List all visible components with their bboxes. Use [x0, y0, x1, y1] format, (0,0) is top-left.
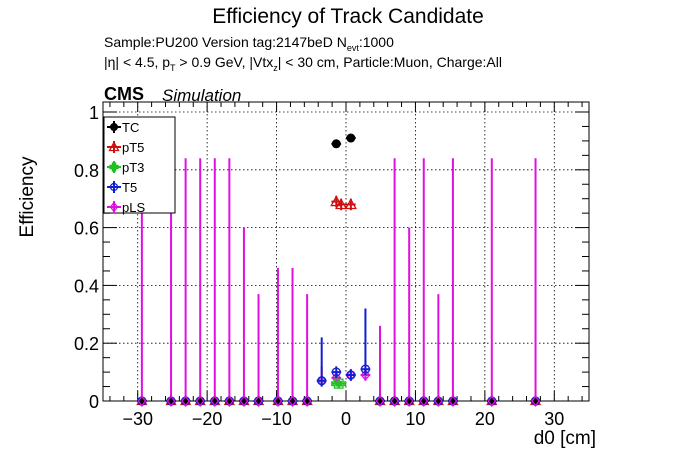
- legend-tc-label: TC: [122, 120, 139, 135]
- y-tick-label: 1: [89, 103, 99, 123]
- sample-info-subscript: evt: [346, 42, 359, 53]
- legend-pls-label: pLS: [122, 200, 145, 215]
- y-tick-label: 0.6: [74, 219, 99, 239]
- tc-point: [346, 133, 356, 143]
- x-tick-label: −20: [192, 409, 223, 429]
- zero-bin-pls-point: [210, 395, 220, 407]
- y-tick-label: 0.8: [74, 161, 99, 181]
- sample-info-count: :1000: [358, 34, 394, 50]
- zero-bin-pls-point: [195, 395, 205, 407]
- data-marks: [136, 133, 542, 408]
- t5-point: [346, 370, 356, 380]
- experiment-label: CMS: [104, 84, 144, 104]
- zero-bin-pls-point: [419, 395, 429, 407]
- x-tick-label: 30: [544, 409, 564, 429]
- zero-bin-pls-point: [531, 395, 540, 407]
- zero-bin-pls-point: [487, 395, 497, 407]
- zero-bin-pls-point: [273, 395, 283, 407]
- zero-bin-pls-point: [166, 395, 176, 407]
- x-tick-label: −30: [122, 409, 153, 429]
- zero-bin-pls-point: [254, 395, 263, 407]
- legend-pt5-label: pT5: [122, 140, 144, 155]
- x-tick-label: 20: [475, 409, 495, 429]
- cuts-subscript-t: T: [170, 62, 176, 73]
- t5-point: [360, 364, 371, 374]
- cuts-text-b: > 0.9 GeV, |Vtx: [175, 54, 274, 70]
- cuts-text-a: |η| < 4.5, p: [104, 54, 171, 70]
- pt5-point: [330, 195, 343, 207]
- tc-point: [331, 139, 341, 149]
- grid-lines: [103, 102, 589, 401]
- pt3-point: [335, 378, 347, 389]
- legend-t5-label: T5: [122, 180, 137, 195]
- zero-bin-pls-point: [239, 395, 249, 407]
- pt5-point: [344, 198, 357, 210]
- zero-bin-pls-point: [181, 395, 190, 407]
- cuts-subscript-z: z: [273, 62, 278, 73]
- selection-cuts-line: |η| < 4.5, pT > 0.9 GeV, |Vtxz| < 30 cm,…: [104, 54, 502, 73]
- chart-title: Efficiency of Track Candidate: [212, 5, 484, 28]
- x-tick-label: 10: [405, 409, 425, 429]
- x-axis-label: d0 [cm]: [533, 428, 596, 449]
- y-tick-label: 0: [89, 392, 99, 412]
- simulation-label: Simulation: [162, 86, 242, 105]
- legend-pt3-marker: [109, 162, 119, 172]
- legend: TC pT5 pT3 T5 pLS: [103, 116, 176, 215]
- legend-tc-marker: [110, 123, 118, 131]
- t5-point: [331, 367, 341, 377]
- y-tick-label: 0.4: [74, 276, 99, 296]
- sample-info-text: Sample:PU200 Version tag:2147beD N: [104, 34, 347, 50]
- zero-bin-pls-point: [434, 395, 443, 407]
- pls-point: [360, 368, 371, 382]
- legend-pt5-marker: [108, 141, 120, 152]
- cuts-text-c: | < 30 cm, Particle:Muon, Charge:All: [277, 54, 502, 70]
- pt5-point: [335, 198, 348, 210]
- zero-bin-pls-point: [448, 395, 458, 407]
- x-tick-label: −10: [261, 409, 292, 429]
- legend-t5-marker: [109, 182, 119, 192]
- zero-bin-pls-point: [288, 395, 297, 407]
- legend-pt3-label: pT3: [122, 160, 144, 175]
- t5-point: [317, 376, 327, 386]
- y-tick-label: 0.2: [74, 334, 99, 354]
- zero-bin-pls-point: [404, 395, 414, 407]
- sample-info-line: Sample:PU200 Version tag:2147beD Nevt:10…: [104, 34, 394, 53]
- zero-bin-pls-point: [390, 395, 399, 407]
- zero-bin-pls-point: [375, 395, 385, 407]
- legend-pls-marker: [109, 201, 119, 213]
- x-tick-label: 0: [341, 409, 351, 429]
- zero-bin-pls-point: [225, 395, 234, 407]
- zero-bin-pls-point: [137, 395, 147, 407]
- zero-bin-pls-point: [302, 395, 312, 407]
